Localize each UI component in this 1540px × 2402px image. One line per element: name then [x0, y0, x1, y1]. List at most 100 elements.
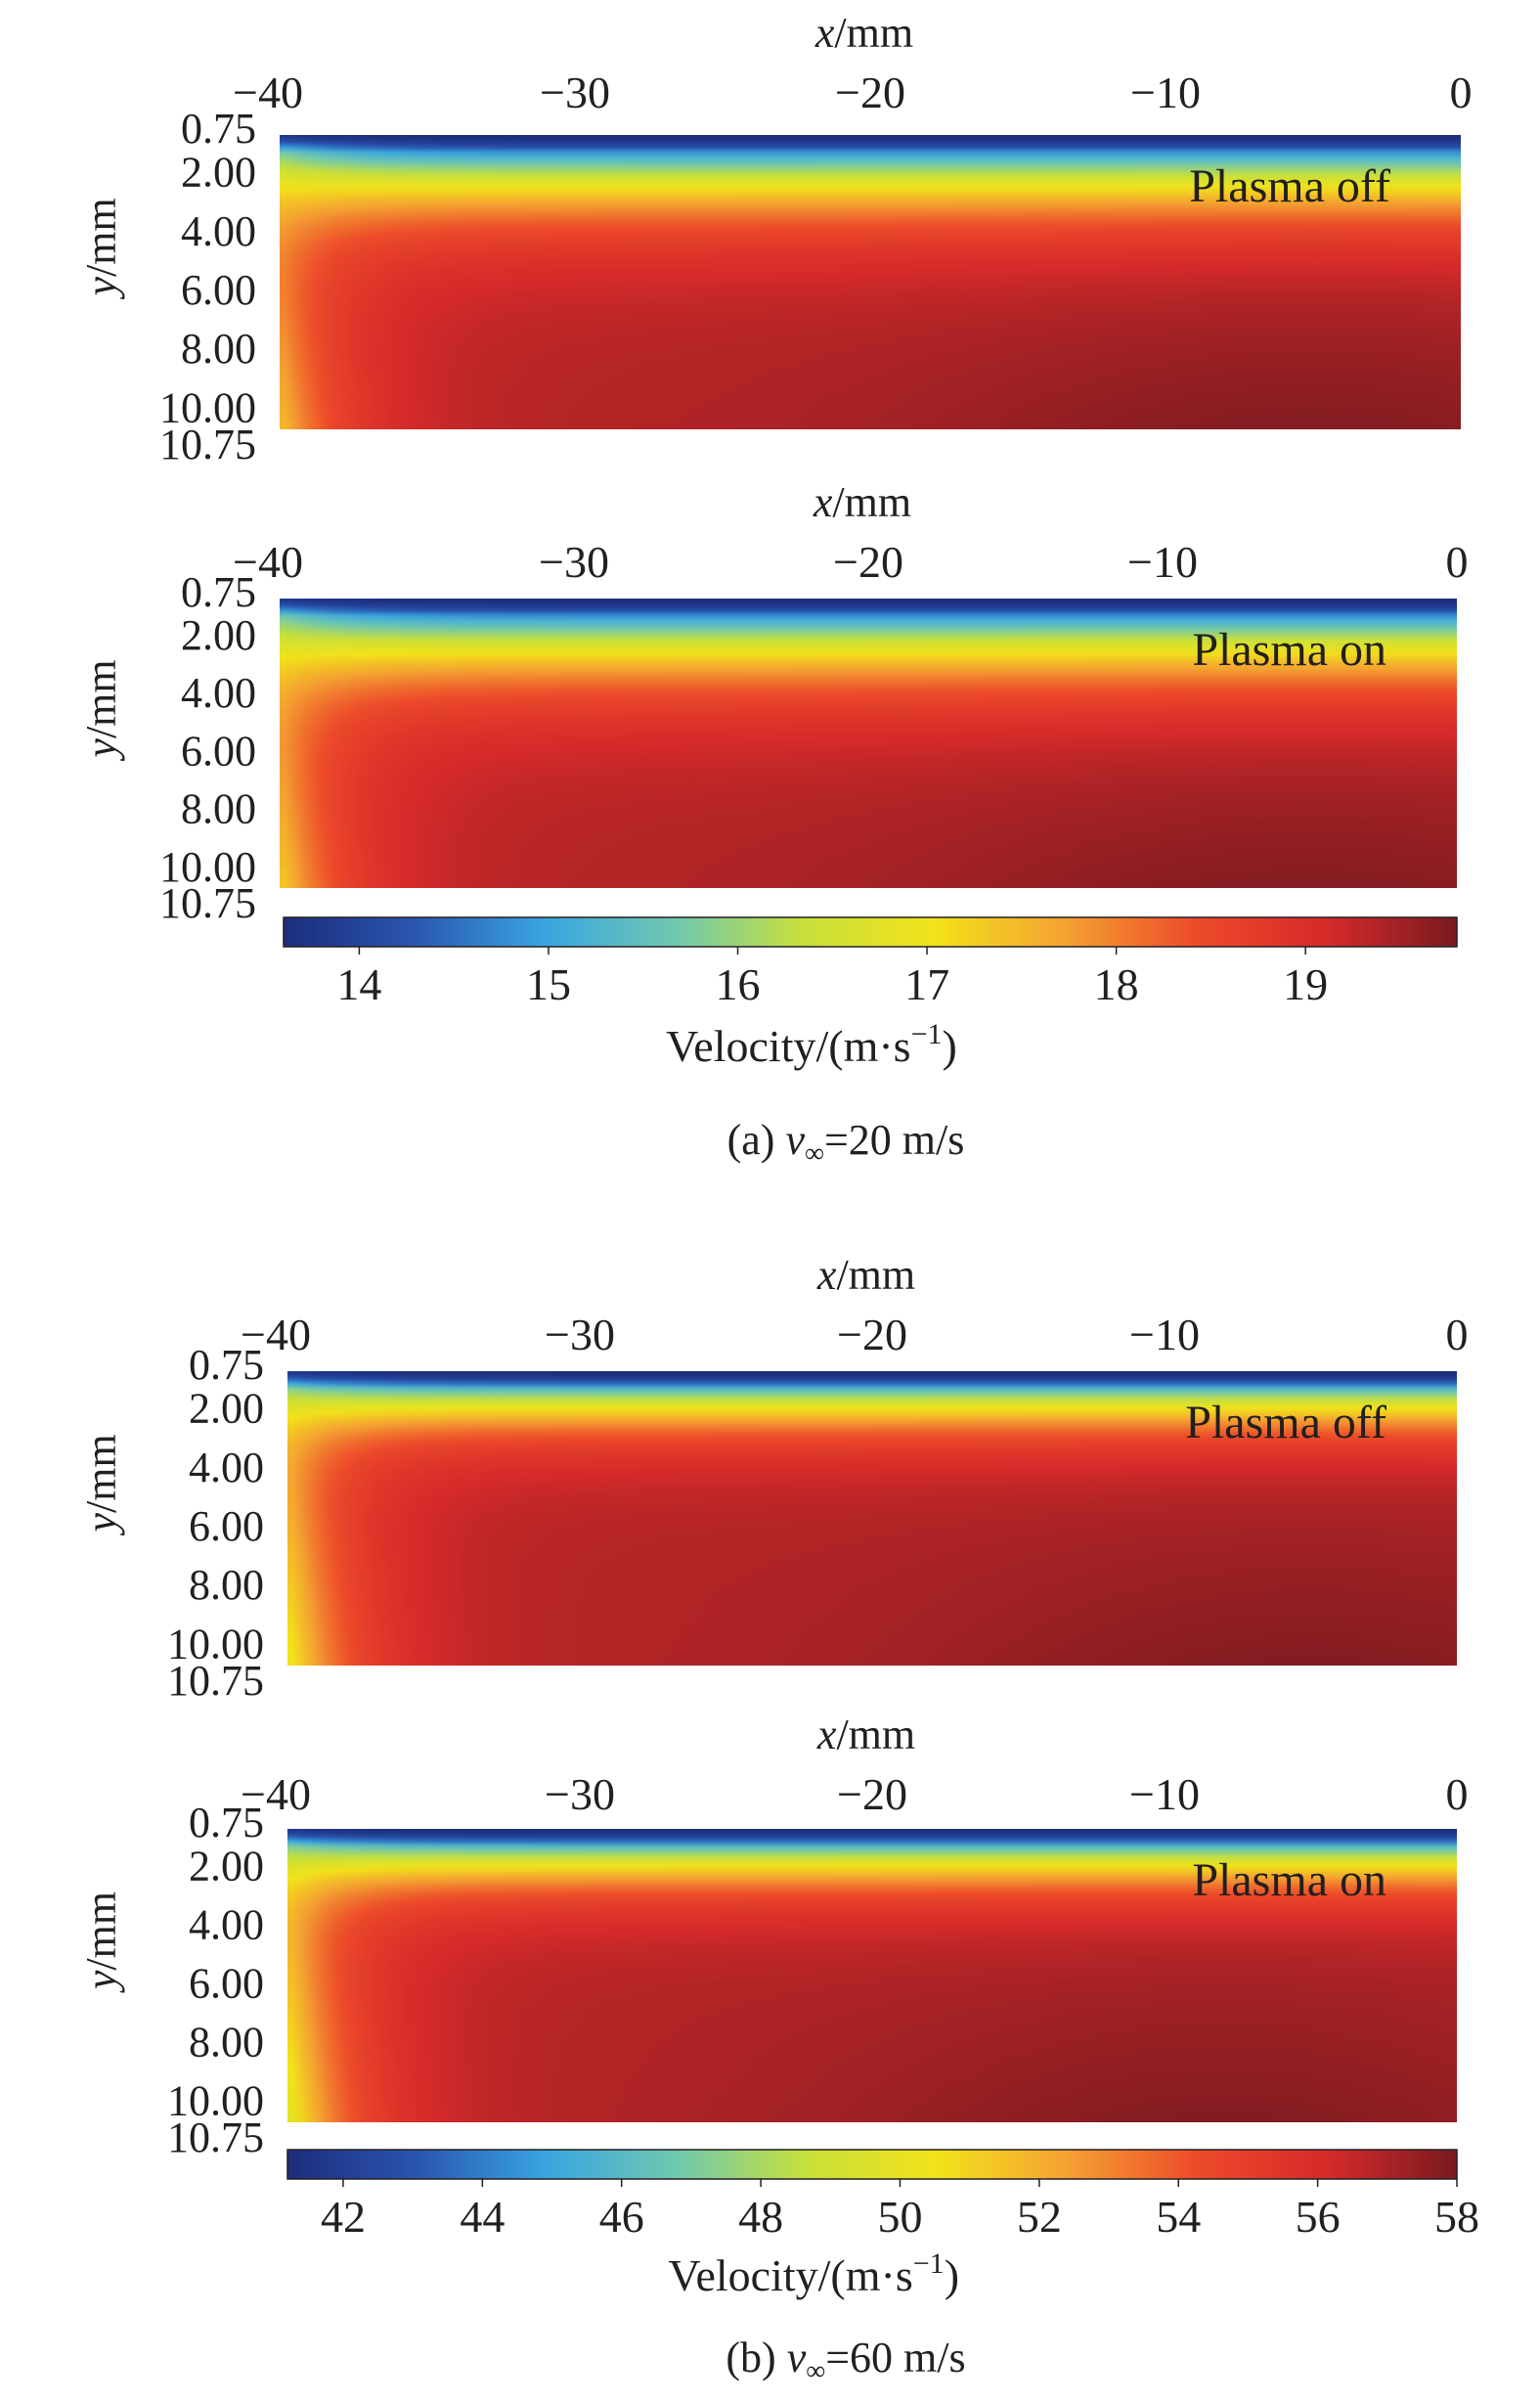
- x-axis-label: x/mm: [814, 9, 913, 57]
- x-tick-label: 0: [1446, 537, 1469, 587]
- x-axis-unit: /mm: [834, 9, 913, 57]
- x-tick-label: −20: [837, 1310, 907, 1359]
- heatmap-a-plasma-off: Plasma off x/mm −40 −30 −20 −10 0 0.752.00 4.00 6…: [77, 9, 1473, 468]
- x-axis-label: x/mm: [813, 478, 911, 526]
- x-axis-var: x: [816, 1251, 837, 1299]
- y-tick-label: 0.75: [181, 568, 256, 616]
- y-tick-label: 8.00: [181, 325, 256, 373]
- y-tick-label: 4.00: [189, 1444, 264, 1491]
- y-tick-label: 4.00: [181, 207, 256, 255]
- colorbar-tick-label: 58: [1434, 2192, 1479, 2242]
- heatmap-a-plasma-on: Plasma on x/mm −40 −30 −20 −10 0 0.752.00 4.00 6.…: [77, 478, 1469, 927]
- colorbar-title-main: Velocity/(m·s: [666, 1021, 910, 1071]
- y-axis-unit: /mm: [77, 659, 125, 738]
- x-axis-unit: /mm: [832, 478, 911, 526]
- x-axis-label: x/mm: [816, 1711, 915, 1758]
- colorbar-tick-label: 48: [738, 2192, 783, 2242]
- y-axis-label: y/mm: [77, 198, 125, 299]
- caption-b-sub: ∞: [806, 2356, 825, 2386]
- y-tick-label: 6.00: [181, 727, 256, 775]
- y-axis-unit: /mm: [77, 198, 125, 277]
- y-tick-label: 2.00: [189, 1385, 264, 1433]
- y-axis-unit: /mm: [77, 1891, 125, 1971]
- colorbar-title-end: ): [943, 1021, 957, 1071]
- heatmap-b-plasma-off: Plasma off x/mm −40 −30 −20 −10 0 0.752.00 4.00 6…: [77, 1251, 1469, 1705]
- colorbar-tick-label: 56: [1296, 2192, 1341, 2242]
- x-tick-label: −10: [1127, 537, 1198, 587]
- caption-b-var: v: [787, 2334, 807, 2381]
- x-tick-label: 0: [1446, 1310, 1469, 1359]
- y-axis-label: y/mm: [77, 1891, 125, 1993]
- x-axis-unit: /mm: [836, 1711, 915, 1758]
- y-tick-label: 6.00: [181, 266, 256, 314]
- y-tick-label: 2.00: [181, 611, 256, 659]
- colorbar-title-main: Velocity/(m·s: [668, 2250, 912, 2300]
- colorbar-b: 42 44 46 48 50 52 54 56 58 Velocity/(m·s−1): [286, 2149, 1479, 2300]
- colorbar-tick-label: 50: [877, 2192, 922, 2242]
- y-tick-label: 10.75: [159, 879, 256, 927]
- x-tick-label: −20: [833, 537, 903, 587]
- colorbar-tick-label: 15: [526, 959, 571, 1009]
- y-tick-label: 0.75: [189, 1799, 264, 1846]
- x-tick-label: −30: [545, 1769, 615, 1819]
- y-tick-label: 6.00: [189, 1960, 264, 2008]
- y-tick-label: 10.75: [167, 2113, 264, 2161]
- colorbar-tick-label: 46: [599, 2192, 644, 2242]
- y-tick-label: 4.00: [181, 669, 256, 717]
- x-axis-var: x: [813, 478, 833, 526]
- y-axis-label: y/mm: [77, 659, 125, 761]
- colorbar-title: Velocity/(m·s−1): [668, 2247, 959, 2300]
- caption-b-prefix: (b): [726, 2334, 786, 2381]
- caption-a: (a) v∞=20 m/s: [727, 1116, 965, 1169]
- y-tick-label: 10.00: [167, 1620, 264, 1668]
- y-tick-label: 10.00: [159, 843, 256, 891]
- colorbar-tick-label: 42: [321, 2192, 366, 2242]
- x-axis-var: x: [816, 1711, 837, 1758]
- colorbar-tick-label: 17: [904, 959, 949, 1009]
- caption-a-sub: ∞: [805, 1138, 824, 1169]
- colorbar-tick-label: 18: [1094, 959, 1139, 1009]
- panel-label: Plasma on: [1192, 624, 1386, 676]
- x-tick-label: −40: [233, 67, 303, 117]
- y-tick-label: 10.00: [167, 2077, 264, 2125]
- colorbar-gradient: [286, 2149, 1458, 2180]
- colorbar-tick-label: 54: [1156, 2192, 1201, 2242]
- y-axis-var: y: [77, 276, 125, 299]
- x-tick-label: −20: [837, 1769, 907, 1819]
- y-tick-label: 8.00: [189, 1561, 264, 1609]
- y-tick-label: 2.00: [189, 1843, 264, 1890]
- y-tick-label: 2.00: [181, 149, 256, 197]
- y-tick-label: 8.00: [181, 785, 256, 833]
- colorbar-title-end: ): [945, 2250, 959, 2300]
- colorbar-title-sup: −1: [911, 1018, 943, 1050]
- y-tick-label: 10.75: [167, 1657, 264, 1705]
- colorbar-tick-label: 44: [460, 2192, 505, 2242]
- x-tick-label: −30: [539, 537, 609, 587]
- y-tick-label: 0.75: [181, 105, 256, 153]
- x-tick-label: −30: [545, 1310, 615, 1359]
- x-tick-label: −10: [1130, 67, 1201, 117]
- x-tick-label: −30: [540, 67, 610, 117]
- x-axis-var: x: [814, 9, 835, 57]
- panel-label: Plasma on: [1192, 1854, 1386, 1906]
- heatmap-b-plasma-on: Plasma on x/mm −40 −30 −20 −10 0 0.752.00 4.00 6.…: [77, 1711, 1469, 2161]
- x-tick-label: 0: [1446, 1769, 1469, 1819]
- caption-b: (b) v∞=60 m/s: [726, 2334, 965, 2386]
- heatmap-field: [280, 135, 1461, 429]
- heatmap-field: [287, 1371, 1457, 1666]
- y-tick-label: 8.00: [189, 2019, 264, 2067]
- y-axis-label: y/mm: [77, 1434, 125, 1535]
- y-axis-var: y: [77, 1512, 125, 1535]
- caption-a-prefix: (a): [727, 1116, 786, 1164]
- x-tick-label: −10: [1129, 1769, 1200, 1819]
- caption-b-rest: =60 m/s: [825, 2334, 965, 2381]
- panel-label: Plasma off: [1189, 160, 1390, 212]
- heatmap-field: [287, 1829, 1457, 2122]
- colorbar-tick-label: 19: [1283, 959, 1328, 1009]
- caption-a-rest: =20 m/s: [824, 1116, 964, 1164]
- colorbar-title: Velocity/(m·s−1): [666, 1018, 957, 1071]
- heatmap-field: [280, 599, 1457, 888]
- x-tick-label: −40: [241, 1769, 311, 1819]
- y-axis-var: y: [77, 738, 125, 762]
